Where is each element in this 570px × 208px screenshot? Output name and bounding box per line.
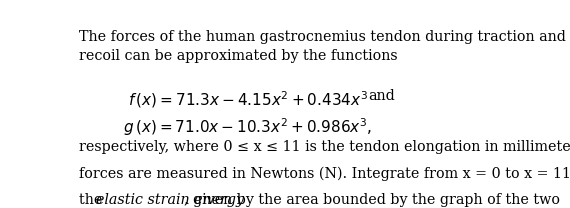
Text: elastic strain energy: elastic strain energy [96,193,244,207]
Text: and: and [368,89,395,103]
Text: forces are measured in Newtons (N). Integrate from x = 0 to x = 11 to compute: forces are measured in Newtons (N). Inte… [79,167,570,181]
Text: The forces of the human gastrocnemius tendon during traction and during
recoil c: The forces of the human gastrocnemius te… [79,30,570,63]
Text: $f\,(x) = 71.3x - 4.15x^2 + 0.434x^3$: $f\,(x) = 71.3x - 4.15x^2 + 0.434x^3$ [128,89,368,110]
Text: respectively, where 0 ≤ x ≤ 11 is the tendon elongation in millimeters.  The: respectively, where 0 ≤ x ≤ 11 is the te… [79,140,570,154]
Text: , given by the area bounded by the graph of the two: , given by the area bounded by the graph… [184,193,560,207]
Text: the: the [79,193,107,207]
Text: $g\,(x) = 71.0x - 10.3x^2 + 0.986x^3,$: $g\,(x) = 71.0x - 10.3x^2 + 0.986x^3,$ [123,116,373,138]
